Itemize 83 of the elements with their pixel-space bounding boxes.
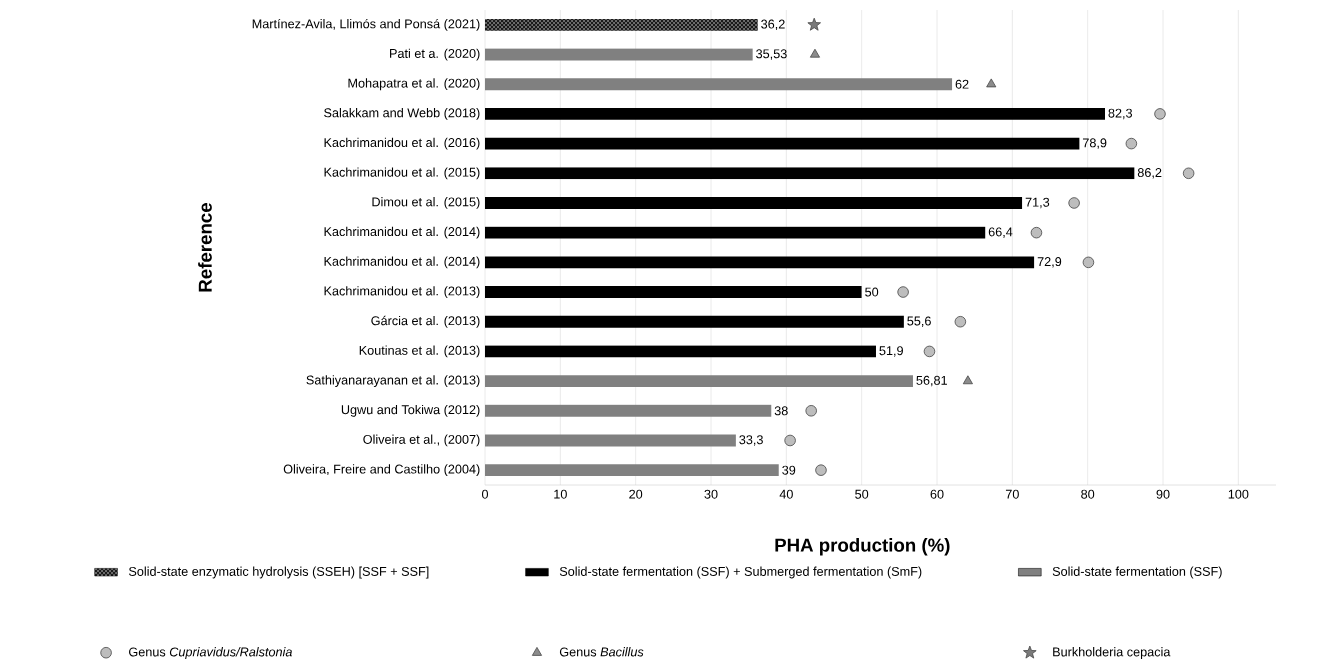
y-tick-label: Kachrimanidou et al. (2014) bbox=[324, 226, 480, 239]
data-label: 82,3 bbox=[1108, 108, 1133, 120]
data-label: 62 bbox=[955, 79, 969, 89]
bar bbox=[485, 167, 1135, 180]
legend-label: Burkholderia cepacia bbox=[1053, 647, 1171, 659]
x-tick-label: 10 bbox=[554, 489, 567, 499]
x-tick-label: 60 bbox=[930, 489, 944, 499]
y-tick-label: Kachrimanidou et al. (2013) bbox=[324, 286, 480, 298]
point bbox=[1154, 108, 1166, 120]
legend-label: Solid-state fermentation (SSF) + Submerged fermentation (SmF) bbox=[559, 566, 922, 579]
bar bbox=[485, 464, 779, 477]
data-label: 38 bbox=[774, 406, 788, 416]
y-tick-label: Dimou et al. (2015) bbox=[372, 197, 480, 209]
y-tick-label: Mohapatra et al. (2020) bbox=[348, 78, 480, 91]
y-tick-label: Kachrimanidou et al. (2014) bbox=[324, 256, 480, 269]
data-label: 86,2 bbox=[1137, 168, 1162, 179]
point bbox=[784, 434, 796, 447]
legend-label: Genus Cupriavidus/Ralstonia bbox=[129, 647, 292, 659]
data-label: 33,3 bbox=[739, 435, 763, 446]
y-tick-label: Pati et a. (2020) bbox=[390, 48, 480, 61]
x-tick-label: 0 bbox=[481, 489, 489, 499]
y-tick-label: Oliveira, Freire and Castilho (2004) bbox=[283, 464, 480, 477]
x-tick-label: 20 bbox=[629, 489, 643, 499]
bar bbox=[485, 137, 1080, 150]
data-label: 55,6 bbox=[907, 316, 931, 327]
bar bbox=[485, 315, 904, 328]
bar bbox=[485, 18, 758, 31]
y-tick-label: Oliveira et al., (2007) bbox=[363, 434, 480, 447]
x-tick-label: 40 bbox=[779, 489, 793, 499]
legend-label: Genus Bacillus bbox=[559, 647, 644, 657]
bar bbox=[485, 345, 876, 358]
y-tick-label: Salakkam and Webb (2018) bbox=[324, 108, 480, 120]
data-label: 35,53 bbox=[756, 49, 787, 60]
y-tick-label: Kachrimanidou et al. (2016) bbox=[324, 137, 480, 150]
y-tick-label: Martínez-Avila, Llimós and Ponsá (2021) bbox=[252, 18, 480, 31]
point bbox=[1068, 197, 1080, 209]
bar bbox=[485, 375, 913, 388]
data-label: 56,81 bbox=[916, 375, 947, 387]
legend-label: Solid-state fermentation (SSF) bbox=[1052, 566, 1222, 579]
point bbox=[807, 17, 821, 31]
bar bbox=[485, 48, 753, 61]
bar bbox=[485, 404, 772, 417]
point bbox=[1182, 167, 1195, 180]
x-tick-label: 90 bbox=[1156, 489, 1170, 499]
point bbox=[1030, 226, 1043, 239]
x-tick-label: 100 bbox=[1228, 489, 1249, 499]
x-tick-label: 50 bbox=[855, 489, 869, 499]
bar bbox=[485, 256, 1035, 269]
bar bbox=[485, 107, 1105, 120]
x-tick-label: 70 bbox=[1005, 489, 1019, 499]
x-axis-title: PHA production (%) bbox=[775, 538, 950, 556]
data-label: 50 bbox=[865, 287, 879, 297]
data-label: 51,9 bbox=[879, 346, 903, 357]
data-label: 72,9 bbox=[1037, 257, 1062, 268]
point bbox=[1125, 137, 1138, 150]
point bbox=[897, 286, 909, 298]
y-tick-label: Koutinas et al. (2013) bbox=[359, 345, 480, 358]
bar bbox=[485, 286, 862, 298]
bar bbox=[485, 78, 953, 91]
x-tick-label: 80 bbox=[1081, 489, 1095, 499]
y-tick-label: Kachrimanidou et al. (2015) bbox=[324, 167, 480, 180]
legend-label: Solid-state enzymatic hydrolysis (SSEH) [SSF + SSF] bbox=[128, 566, 429, 579]
y-tick-label: Sathiyanarayanan et al. (2013) bbox=[306, 375, 480, 388]
point bbox=[1082, 256, 1095, 269]
y-axis-title: Reference bbox=[198, 203, 212, 292]
data-label: 71,3 bbox=[1025, 197, 1050, 209]
point bbox=[923, 345, 936, 358]
data-label: 78,9 bbox=[1082, 138, 1107, 149]
y-tick-label: Ugwu and Tokiwa (2012) bbox=[341, 404, 480, 417]
data-label: 66,4 bbox=[988, 227, 1013, 238]
point bbox=[962, 375, 973, 385]
bar bbox=[485, 226, 986, 239]
x-tick-label: 30 bbox=[704, 489, 718, 499]
point bbox=[954, 315, 967, 328]
data-label: 39 bbox=[782, 465, 796, 475]
bar bbox=[485, 434, 736, 447]
point bbox=[805, 405, 817, 417]
y-tick-label: Gárcia et al. (2013) bbox=[371, 315, 480, 328]
bar bbox=[485, 197, 1023, 209]
point bbox=[815, 464, 827, 476]
point bbox=[809, 48, 820, 58]
point bbox=[986, 78, 997, 88]
data-label: 36,2 bbox=[761, 19, 785, 31]
